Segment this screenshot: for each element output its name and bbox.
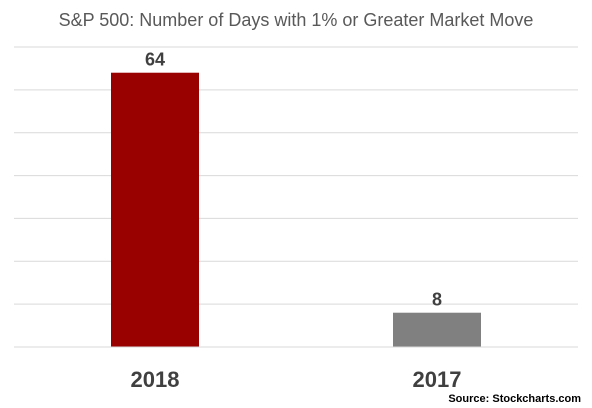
data-label-2018: 64: [145, 50, 165, 70]
category-labels: 2018 2017: [131, 367, 462, 392]
bar-2017: [393, 312, 481, 347]
data-labels: 64 8: [145, 50, 442, 310]
gridlines: [14, 46, 578, 305]
chart-title: S&P 500: Number of Days with 1% or Great…: [59, 10, 534, 30]
category-label-2018: 2018: [131, 367, 180, 392]
bar-2018: [111, 72, 199, 347]
category-label-2017: 2017: [413, 367, 462, 392]
bars: [111, 72, 481, 347]
source-note: Source: Stockcharts.com: [448, 393, 581, 405]
data-label-2017: 8: [432, 290, 442, 310]
